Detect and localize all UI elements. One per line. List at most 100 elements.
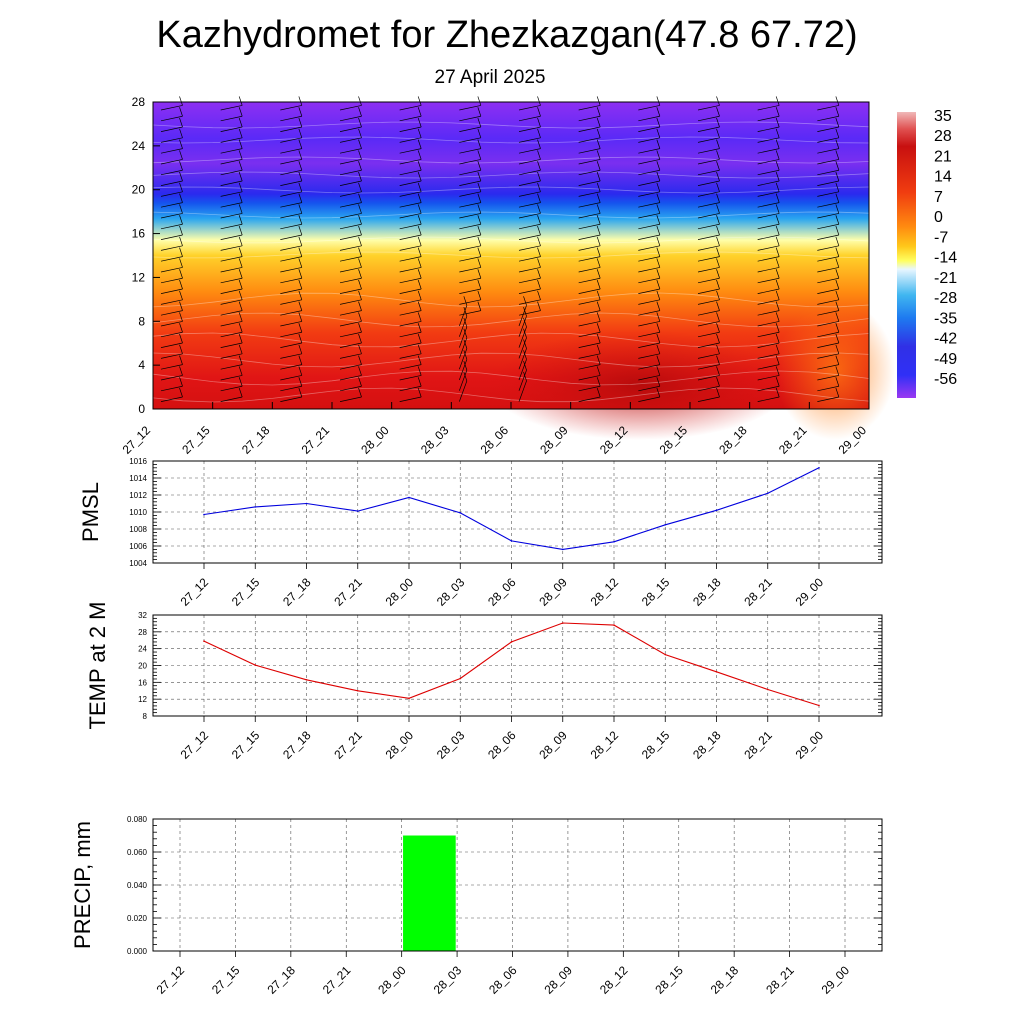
wind-barb-feather [298,150,303,160]
wind-barb [399,180,422,186]
wind-barb-feather [656,117,661,128]
wind-barb-feather [596,258,601,268]
wind-barb [518,337,527,359]
wind-barb-feather [596,96,601,106]
wind-barb [697,256,720,262]
wind-barb [817,202,839,208]
colorbar-label: 7 [934,189,943,206]
wind-barb-feather [537,225,541,236]
wind-barb [638,105,660,111]
wind-barb [638,342,660,348]
x-tick-label: 27_12 [154,963,188,997]
wind-barb-feather [835,225,840,236]
wind-barb-feather [358,355,362,365]
y-tick-label: 24 [132,139,146,153]
chart-subtitle: 27 April 2025 [435,67,546,88]
wind-barb [280,137,302,143]
wind-barb [459,348,468,370]
wind-barb-feather [596,225,601,236]
wind-barb [638,256,660,262]
wind-barb [339,234,362,240]
wind-barb [459,299,481,305]
wind-barb [578,353,601,359]
wind-barb-feather [656,312,661,322]
wind-barb [518,359,527,381]
wind-barb-feather [238,269,243,279]
wind-barb [817,375,839,381]
wind-barb [817,256,839,262]
wind-barb-feather [716,247,720,257]
wind-barb [578,256,601,262]
wind-barb-feather [596,182,601,192]
wind-barb [459,213,481,219]
wind-barb [399,245,422,251]
wind-barb [339,159,362,165]
wind-barb [399,234,422,240]
wind-barb [160,234,183,240]
wind-barb [459,169,481,176]
wind-barb [518,310,541,316]
wind-barb [518,380,527,402]
wind-barb-feather [179,355,183,365]
wind-barb-feather [179,279,183,290]
wind-barb [160,105,183,111]
wind-barb-feather [417,387,422,398]
wind-barb-feather [179,161,183,171]
wind-barb-feather [537,258,541,268]
wind-barb-feather [179,312,183,322]
wind-barb-feather [775,128,780,138]
x-tick-label: 29_00 [793,575,827,609]
wind-barb [518,348,527,370]
x-tick-label: 27_18 [280,728,314,762]
wind-barb [280,385,302,392]
wind-barb-feather [716,96,720,106]
wind-barb-feather [238,355,243,365]
wind-barb-feather [835,269,840,279]
x-tick-label: 27_21 [331,728,365,762]
wind-barb-feather [179,193,183,203]
wind-barb [220,375,243,381]
wind-barb-feather [716,225,720,236]
wind-barb-feather [298,366,303,376]
wind-barb-feather [775,323,780,333]
wind-barb [518,256,541,262]
data-point [459,677,462,680]
wind-barb [697,180,720,186]
wind-barb [280,256,302,262]
wind-barb [220,299,243,305]
wind-barb-feather [716,269,720,279]
wind-barb [220,105,243,111]
wind-barb [160,385,183,392]
wind-barb-feather [358,301,362,311]
wind-barb [518,105,541,111]
data-point [356,689,359,692]
wind-barb-feather [358,107,362,117]
wind-barb [160,321,183,327]
wind-barb [280,299,302,305]
wind-barb-feather [298,258,303,268]
wind-barb-feather [716,107,720,117]
colorbar-label: 28 [934,128,952,145]
wind-barb [280,223,302,230]
wind-barb-feather [596,312,601,322]
wind-barb [817,310,839,316]
wind-barb-feather [537,269,541,279]
wind-barb-feather [417,107,422,117]
wind-barb-feather [716,171,720,182]
wind-barb [638,159,660,165]
wind-barb-feather [596,161,601,171]
wind-barb-feather [537,215,541,225]
wind-barb-feather [477,193,482,203]
wind-barb [638,267,660,273]
wind-barb-feather [358,161,362,171]
wind-barb-feather [477,96,482,106]
wind-barb-feather [775,182,780,192]
wind-barb-feather [477,236,482,246]
wind-barb-feather [417,344,422,354]
wind-barb-feather [835,247,840,257]
contour-line [152,251,870,259]
wind-barb-feather [596,139,601,149]
wind-barb-feather [596,204,601,214]
wind-barb [160,331,183,338]
